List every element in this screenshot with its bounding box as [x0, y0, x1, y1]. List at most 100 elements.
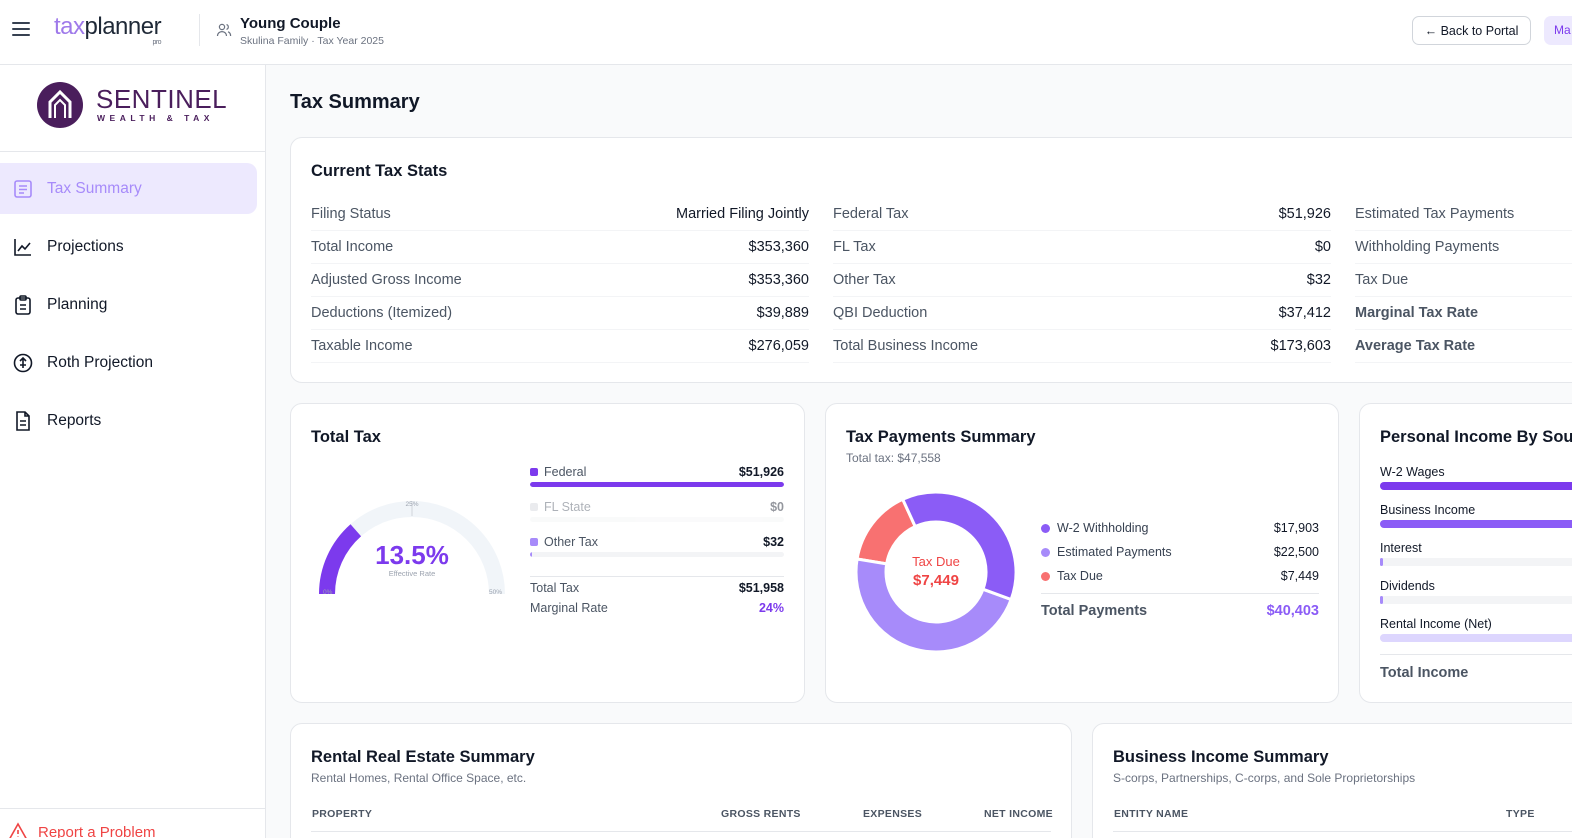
rental-summary-card: Rental Real Estate Summary Rental Homes,… — [290, 723, 1072, 838]
income-row: Interest — [1380, 541, 1572, 566]
column-header-property[interactable]: PROPERTY — [312, 808, 373, 820]
stat-row: Federal Tax $51,926 — [833, 198, 1331, 231]
card-title: Current Tax Stats — [311, 162, 448, 180]
total-tax-card: Total Tax 25% 0% 50% 13.5% Effective Rat… — [290, 403, 805, 703]
legend-item: Estimated Payments $22,500 — [1041, 545, 1319, 559]
card-title: Personal Income By Sou — [1380, 428, 1572, 446]
sidebar-item-label: Roth Projection — [47, 353, 153, 371]
clipboard-icon — [15, 294, 31, 315]
income-row: Business Income — [1380, 503, 1572, 528]
donut-slice — [900, 490, 1018, 602]
sentinel-brand-logo: SENTINEL WEALTH & TAX — [37, 82, 227, 130]
gauge-tick-mid: 25% — [405, 501, 418, 508]
sidebar-item-label: Reports — [47, 411, 102, 429]
gauge-tick-min: 0% — [323, 589, 333, 596]
hamburger-menu-icon[interactable] — [12, 22, 30, 36]
donut-slice — [854, 557, 1014, 654]
brand-name: SENTINEL — [96, 84, 228, 114]
total-payments-row: Total Payments $40,403 — [1041, 603, 1319, 619]
taxplanner-logo[interactable]: taxplanner pro — [54, 13, 162, 46]
client-name: Young Couple — [240, 15, 341, 32]
stat-row: Taxable Income $276,059 — [311, 330, 809, 363]
personal-income-card: Personal Income By Sou W-2 Wages Busines… — [1359, 403, 1572, 703]
tax-payments-card: Tax Payments Summary Total tax: $47,558 … — [825, 403, 1339, 703]
stat-row: Filing Status Married Filing Jointly — [311, 198, 809, 231]
top-bar: taxplanner pro Young Couple Skulina Fami… — [0, 0, 1572, 65]
table-header-divider — [1113, 831, 1572, 832]
header-pill-button[interactable]: Ma — [1544, 16, 1572, 45]
warning-icon — [9, 822, 27, 838]
gauge-label: Effective Rate — [389, 569, 436, 578]
tax-row-federal: Federal $51,926 — [530, 465, 784, 487]
table-header-divider — [311, 831, 1051, 832]
column-header-type[interactable]: TYPE — [1506, 808, 1535, 820]
donut-center-value: $7,449 — [913, 572, 959, 589]
stat-row: Estimated Tax Payments — [1355, 198, 1572, 231]
income-row: W-2 Wages — [1380, 465, 1572, 490]
stat-row: FL Tax $0 — [833, 231, 1331, 264]
tax-row-state: FL State $0 — [530, 500, 784, 522]
gauge-value: 13.5% — [375, 540, 449, 570]
business-summary-card: Business Income Summary S-corps, Partner… — [1092, 723, 1572, 838]
stat-row: Adjusted Gross Income $353,360 — [311, 264, 809, 297]
stat-row: Total Business Income $173,603 — [833, 330, 1331, 363]
legend-item: Tax Due $7,449 — [1041, 569, 1319, 583]
stat-row: QBI Deduction $37,412 — [833, 297, 1331, 330]
stat-row: Marginal Tax Rate — [1355, 297, 1572, 330]
column-header-net-income[interactable]: NET INCOME — [984, 808, 1053, 820]
column-header-expenses[interactable]: EXPENSES — [863, 808, 923, 820]
users-icon — [216, 23, 232, 37]
income-bar-fill — [1380, 482, 1572, 490]
card-subtitle: Total tax: $47,558 — [846, 451, 941, 465]
total-income-label: Total Income — [1380, 665, 1469, 681]
line-chart-icon — [14, 238, 31, 256]
column-header-gross-rents[interactable]: GROSS RENTS — [721, 808, 801, 820]
sidebar-item-planning[interactable]: Planning — [0, 279, 257, 330]
report-problem-link[interactable]: Report a Problem — [8, 822, 156, 838]
tax-bar-fill — [530, 482, 784, 487]
sidebar-item-label: Projections — [47, 237, 124, 255]
income-bar-fill — [1380, 634, 1572, 642]
total-tax-row: Total Tax $51,958 — [530, 581, 784, 595]
stat-row: Average Tax Rate — [1355, 330, 1572, 363]
circle-arrows-icon — [13, 353, 33, 372]
sidebar: SENTINEL WEALTH & TAX Tax Summary Projec… — [0, 65, 266, 838]
income-bar-fill — [1380, 520, 1572, 528]
sentinel-logo-icon — [37, 82, 83, 128]
sidebar-item-label: Planning — [47, 295, 108, 313]
back-to-portal-button[interactable]: ← Back to Portal — [1412, 16, 1531, 45]
tax-row-other: Other Tax $32 — [530, 535, 784, 557]
header-divider — [199, 14, 200, 46]
payments-donut-chart: Tax Due $7,449 — [854, 490, 1018, 654]
income-bar-fill — [1380, 596, 1383, 604]
sidebar-bottom-divider — [0, 808, 265, 809]
sidebar-item-projections[interactable]: Projections — [0, 221, 257, 272]
card-subtitle: Rental Homes, Rental Office Space, etc. — [311, 771, 527, 785]
stat-row: Deductions (Itemized) $39,889 — [311, 297, 809, 330]
current-tax-stats-card: Current Tax Stats Filing Status Married F… — [290, 137, 1572, 383]
page-title: Tax Summary — [290, 91, 420, 113]
report-icon — [16, 410, 30, 431]
column-header-entity-name[interactable]: ENTITY NAME — [1114, 808, 1189, 820]
client-subtitle: Skulina Family · Tax Year 2025 — [240, 35, 384, 47]
income-row: Dividends — [1380, 579, 1572, 604]
income-bar-fill — [1380, 558, 1383, 566]
document-list-icon — [14, 179, 32, 198]
sidebar-item-tax-summary[interactable]: Tax Summary — [0, 163, 257, 214]
divider — [530, 576, 784, 577]
tax-bar-fill — [530, 552, 532, 557]
gauge-tick-max: 50% — [489, 589, 502, 596]
gauge-fill — [319, 524, 362, 595]
sidebar-item-reports[interactable]: Reports — [0, 395, 257, 446]
stat-row: Other Tax $32 — [833, 264, 1331, 297]
card-title: Business Income Summary — [1113, 748, 1329, 766]
divider — [1380, 654, 1572, 655]
card-subtitle: S-corps, Partnerships, C-corps, and Sole… — [1113, 771, 1416, 785]
donut-center-label: Tax Due — [912, 554, 960, 569]
sidebar-item-roth-projection[interactable]: Roth Projection — [0, 337, 257, 388]
card-title: Rental Real Estate Summary — [311, 748, 535, 766]
effective-rate-gauge: 25% 0% 50% 13.5% Effective Rate — [319, 501, 505, 596]
card-title: Total Tax — [311, 428, 381, 446]
divider — [1041, 593, 1319, 594]
brand-subtitle: WEALTH & TAX — [97, 113, 214, 123]
